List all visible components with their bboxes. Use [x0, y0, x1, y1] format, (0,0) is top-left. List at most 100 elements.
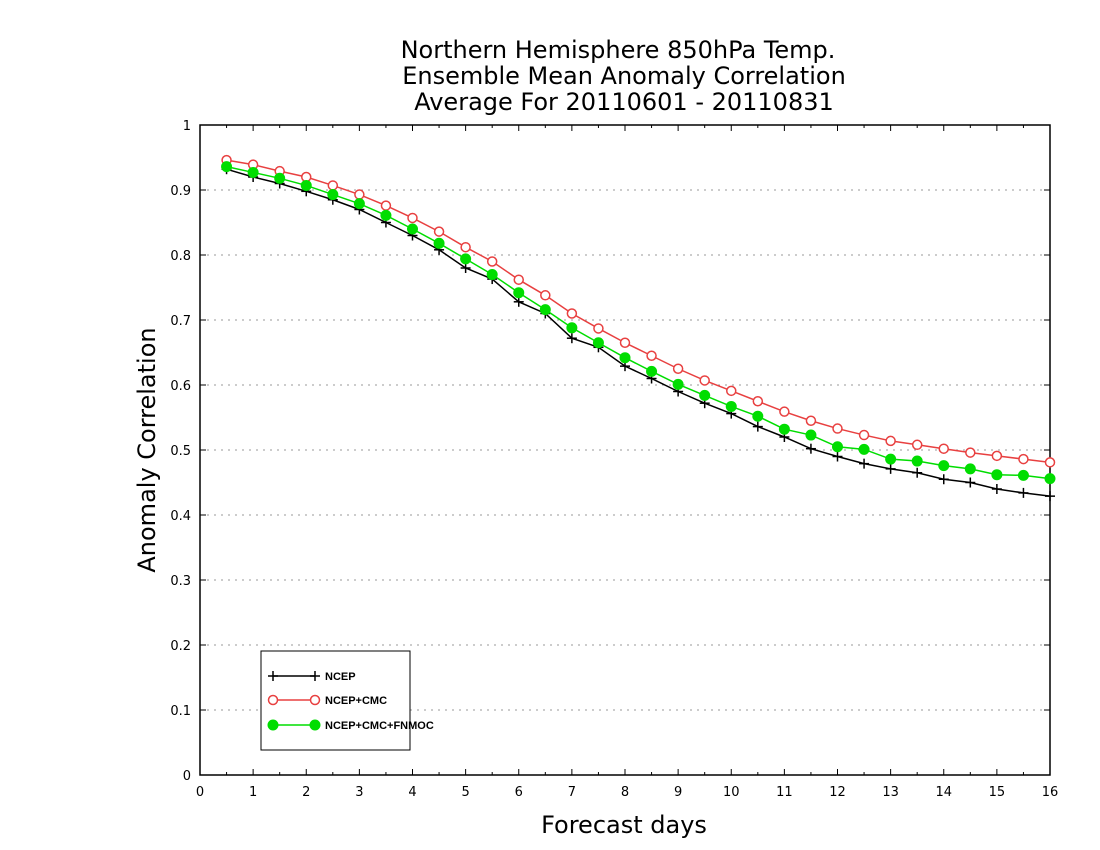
y-tick-label-7: 0.7	[170, 314, 191, 329]
y-tick-label-0: 0	[183, 769, 191, 784]
title-line-2: Ensemble Mean Anomaly Correlation	[402, 62, 846, 90]
data-point-ncep-cmc-26	[911, 439, 923, 451]
x-tick-label-3: 3	[355, 785, 363, 800]
x-tick-label-5: 5	[461, 785, 469, 800]
legend-marker-ncep-cmc-fnmoc-start	[267, 719, 279, 731]
x-tick-label-14: 14	[935, 785, 952, 800]
data-point-ncep-cmc-9	[460, 241, 471, 253]
y-tick-label-5: 0.5	[170, 444, 191, 459]
data-point-ncep-cmc-11	[513, 274, 524, 285]
x-tick-label-6: 6	[515, 785, 523, 800]
legend-label-ncep: NCEP	[325, 671, 356, 683]
data-point-ncep-cmc-fnmoc-3	[300, 179, 312, 191]
data-point-ncep-cmc-13	[566, 308, 578, 319]
x-tick-label-4: 4	[408, 785, 416, 800]
y-tick-label-1: 0.1	[170, 704, 191, 719]
legend-label-ncep-cmc: NCEP+CMC	[325, 695, 387, 707]
x-tick-label-9: 9	[674, 785, 682, 800]
legend-marker-ncep-start	[268, 671, 278, 681]
data-point-ncep-11	[513, 296, 524, 307]
x-tick-label-16: 16	[1042, 785, 1059, 800]
x-tick-label-11: 11	[776, 785, 793, 800]
data-point-ncep-cmc-31	[1044, 457, 1056, 468]
data-point-ncep-cmc-5	[354, 189, 365, 200]
data-point-ncep-cmc-28	[965, 447, 976, 458]
data-point-ncep-cmc-fnmoc-16	[646, 365, 658, 377]
legend-item-ncep-cmc-fnmoc: NCEP+CMC+FNMOC	[267, 719, 434, 732]
legend-marker-ncep-cmc-fnmoc-end	[309, 719, 321, 731]
data-point-ncep-cmc-fnmoc-18	[699, 389, 711, 401]
y-tick-label-8: 0.8	[170, 249, 191, 264]
data-point-ncep-24	[859, 458, 870, 469]
data-point-ncep-cmc-fnmoc-25	[885, 453, 897, 465]
data-point-ncep-cmc-fnmoc-22	[805, 429, 817, 441]
data-point-ncep-cmc-fnmoc-20	[752, 410, 764, 422]
data-point-ncep-26	[912, 467, 923, 478]
data-point-ncep-cmc-fnmoc-2	[274, 172, 286, 184]
data-point-ncep-cmc-27	[938, 443, 949, 454]
data-point-ncep-30	[1018, 487, 1029, 498]
data-point-ncep-cmc-fnmoc-31	[1044, 473, 1056, 485]
data-point-ncep-23	[832, 451, 843, 462]
data-point-ncep-cmc-10	[486, 256, 498, 267]
y-tick-label-10: 1	[183, 119, 191, 134]
data-point-ncep-cmc-6	[380, 200, 392, 211]
data-point-ncep-cmc-fnmoc-26	[911, 455, 923, 467]
data-point-ncep-cmc-fnmoc-30	[1017, 469, 1029, 481]
data-point-ncep-cmc-fnmoc-21	[778, 423, 790, 435]
data-point-ncep-cmc-24	[858, 429, 870, 441]
title-line-3: Average For 20110601 - 20110831	[414, 88, 834, 116]
data-point-ncep-cmc-fnmoc-6	[380, 209, 392, 221]
data-point-ncep-cmc-21	[779, 406, 790, 417]
data-point-ncep-cmc-7	[407, 212, 418, 224]
data-point-ncep-27	[938, 474, 949, 485]
axis-ticks: 0 1 2 3 4 5 6 7 8 9 10 11 12 13 14 15 1600.10.20.30.40.5…	[170, 119, 1058, 800]
data-point-ncep-29	[991, 484, 1002, 494]
data-point-ncep-cmc-23	[832, 423, 843, 434]
data-point-ncep-cmc-fnmoc-5	[353, 198, 365, 210]
x-tick-label-10: 10	[723, 785, 740, 800]
x-tick-label-1: 1	[249, 785, 257, 800]
x-tick-label-15: 15	[989, 785, 1006, 800]
data-point-ncep-cmc-fnmoc-1	[247, 166, 259, 178]
x-tick-label-7: 7	[568, 785, 576, 800]
series-line-ncep-cmc-fnmoc	[226, 165, 1051, 480]
legend-marker-ncep-cmc-end	[309, 694, 321, 706]
legend-item-ncep-cmc: NCEP+CMC	[267, 694, 387, 707]
data-point-ncep-cmc-fnmoc-8	[433, 237, 445, 249]
data-point-ncep-cmc-17	[672, 363, 684, 374]
data-point-ncep-cmc-fnmoc-11	[513, 287, 525, 299]
chart-title: Northern Hemisphere 850hPa Temp. Ensembl…	[401, 36, 846, 116]
data-point-ncep-cmc-4	[327, 180, 339, 191]
data-point-ncep-cmc-fnmoc-14	[592, 337, 604, 349]
y-axis-label: Anomaly Correlation	[133, 327, 161, 572]
legend-item-ncep: NCEP	[268, 671, 356, 683]
legend-marker-ncep-end	[310, 671, 320, 681]
title-line-1: Northern Hemisphere 850hPa Temp.	[401, 36, 836, 64]
data-point-ncep-cmc-fnmoc-9	[460, 253, 472, 265]
series-layer	[221, 154, 1056, 502]
grid-lines	[200, 189, 1050, 711]
data-point-ncep-cmc-29	[991, 450, 1003, 462]
series-ncep-cmc-fnmoc	[221, 161, 1056, 485]
data-point-ncep-cmc-16	[646, 350, 657, 361]
data-point-ncep-cmc-15	[619, 337, 631, 348]
data-point-ncep-cmc-14	[593, 323, 604, 334]
data-point-ncep-cmc-fnmoc-28	[964, 463, 976, 475]
data-point-ncep-31	[1045, 491, 1055, 502]
data-point-ncep-cmc-20	[752, 396, 764, 407]
data-point-ncep-cmc-12	[540, 290, 551, 301]
data-point-ncep-cmc-18	[699, 375, 710, 386]
y-tick-label-6: 0.6	[170, 379, 191, 394]
x-tick-label-0: 0	[196, 785, 204, 800]
data-point-ncep-cmc-fnmoc-19	[725, 400, 737, 412]
data-point-ncep-cmc-fnmoc-24	[858, 443, 870, 455]
data-point-ncep-cmc-fnmoc-7	[407, 223, 418, 235]
data-point-ncep-cmc-fnmoc-12	[539, 304, 551, 316]
series-ncep	[221, 164, 1055, 502]
legend-label-ncep-cmc-fnmoc: NCEP+CMC+FNMOC	[325, 720, 434, 732]
data-point-ncep-cmc-fnmoc-29	[991, 469, 1003, 481]
data-point-ncep-cmc-fnmoc-17	[672, 378, 684, 390]
